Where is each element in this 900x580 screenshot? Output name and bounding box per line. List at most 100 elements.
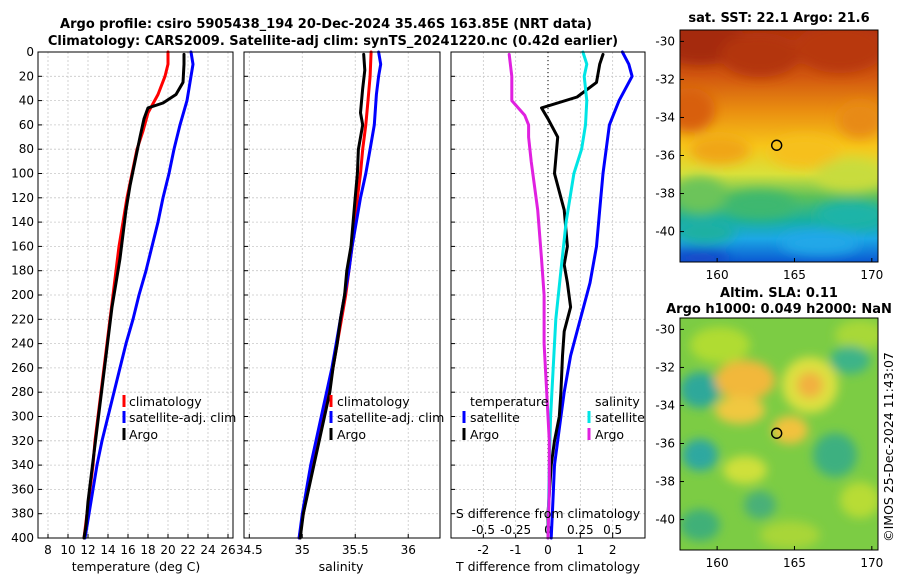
difference-panel: -2 -1 0 1 2-0.5 -0.25 0 0.25 0.5: [450, 50, 646, 557]
depth-tick-label: 100: [11, 167, 34, 181]
lat-tick-label: -30: [655, 322, 675, 336]
plot-frame: [450, 51, 646, 539]
legend-clim: climatology: [337, 394, 410, 409]
lat-tick-label: -40: [655, 225, 675, 239]
sst-map-axes: 160 165 170 -30 -32 -34 -36 -38 -40: [655, 34, 883, 282]
depth-tick-label: 120: [11, 191, 34, 205]
legend-s-argo: Argo: [595, 427, 624, 442]
depth-tick-label: 380: [11, 507, 34, 521]
series-s-argo: [507, 52, 551, 540]
series-argo: [82, 52, 186, 540]
sla-map-title-2: Argo h1000: 0.049 h2000: NaN: [666, 302, 892, 317]
lat-tick-label: -38: [655, 187, 675, 201]
depth-tick-label: 20: [19, 69, 34, 83]
series-satellite-adj-clim: [83, 50, 195, 540]
title-line-2: Climatology: CARS2009. Satellite-adj cli…: [48, 34, 618, 49]
lat-tick-label: -36: [655, 149, 675, 163]
legend-t-sat: satellite: [470, 410, 520, 425]
lat-tick-label: -40: [655, 513, 675, 527]
x-tick-label: 14: [100, 543, 115, 557]
x-tick-label: 10: [60, 543, 75, 557]
x-tick-label: 1: [577, 543, 585, 557]
legend-s-sat: satellite: [595, 410, 645, 425]
lat-tick-label: -32: [655, 72, 675, 86]
salinity-panel: 34.5 35 35.5 36: [236, 50, 441, 557]
argo-location-marker: [770, 427, 783, 439]
depth-tick-label: 240: [11, 337, 34, 351]
plot-frame: [37, 51, 234, 539]
sla-map-frame: [679, 317, 879, 551]
plot-frame: [243, 51, 441, 539]
x-tick-label: -2: [477, 543, 489, 557]
x2-tick-label: 0.5: [603, 523, 622, 537]
difference-legend: temperature satellite Argo salinity sate…: [462, 394, 645, 442]
lon-tick-label: 165: [783, 556, 806, 570]
x-tick-label: 12: [80, 543, 95, 557]
series-t-argo: [540, 52, 605, 540]
x-tick-label: 35.5: [342, 543, 369, 557]
series-argo: [298, 52, 367, 540]
sla-map: [680, 318, 878, 550]
lat-tick-label: -32: [655, 360, 675, 374]
depth-tick-label: 360: [11, 482, 34, 496]
lon-tick-label: 170: [860, 556, 883, 570]
legend-t-argo: Argo: [470, 427, 499, 442]
depth-tick-label: 80: [19, 142, 34, 156]
depth-tick-label: 320: [11, 434, 34, 448]
legend-argo: Argo: [129, 427, 158, 442]
lat-tick-label: -38: [655, 475, 675, 489]
x-tick-label: 22: [180, 543, 195, 557]
depth-tick-label: 200: [11, 288, 34, 302]
sla-features: [680, 320, 878, 549]
depth-tick-label: 40: [19, 94, 34, 108]
x-tick-label: 2: [609, 543, 617, 557]
legend-salinity-heading: salinity: [595, 394, 640, 409]
legend-temperature-heading: temperature: [470, 394, 549, 409]
depth-tick-label: 260: [11, 361, 34, 375]
x-tick-label: 0: [544, 543, 552, 557]
sla-map-title-1: Altim. SLA: 0.11: [720, 286, 838, 301]
lon-tick-label: 165: [783, 268, 806, 282]
depth-tick-label: 60: [19, 118, 34, 132]
x-tick-label: 26: [220, 543, 235, 557]
x-tick-label: -1: [510, 543, 522, 557]
x-tick-label: 18: [140, 543, 155, 557]
difference-x2label: S difference from climatology: [456, 506, 641, 521]
x2-tick-label: -0.25: [500, 523, 531, 537]
salinity-xlabel: salinity: [319, 559, 364, 574]
lat-tick-label: -34: [655, 110, 675, 124]
depth-tick-label: 280: [11, 385, 34, 399]
salinity-legend: climatology satellite-adj. clim Argo: [329, 394, 444, 442]
lon-tick-label: 160: [706, 268, 729, 282]
sst-map: [680, 30, 878, 262]
legend-sat: satellite-adj. clim: [337, 410, 444, 425]
depth-tick-label: 300: [11, 410, 34, 424]
sst-features: [680, 30, 878, 262]
series-s-satellite: [546, 50, 589, 540]
depth-tick-label: 180: [11, 264, 34, 278]
x-tick-label: 16: [120, 543, 135, 557]
difference-xlabel: T difference from climatology: [455, 559, 641, 574]
x2-tick-label: -0.5: [472, 523, 495, 537]
argo-location-marker: [770, 139, 783, 151]
x2-tick-label: 0.25: [567, 523, 594, 537]
depth-tick-label: 340: [11, 458, 34, 472]
lon-tick-label: 160: [706, 556, 729, 570]
temperature-panel: 8 10 12 14 16 18 20 22 24 26020406080100120140160…: [11, 45, 236, 557]
imos-timestamp: ©IMOS 25-Dec-2024 11:43:07: [881, 352, 896, 542]
legend-argo: Argo: [337, 427, 366, 442]
sst-map-title: sat. SST: 22.1 Argo: 21.6: [688, 11, 869, 26]
lon-tick-label: 170: [860, 268, 883, 282]
x-tick-label: 8: [44, 543, 52, 557]
depth-tick-label: 160: [11, 239, 34, 253]
x-tick-label: 20: [160, 543, 175, 557]
lat-tick-label: -30: [655, 34, 675, 48]
legend-sat: satellite-adj. clim: [129, 410, 236, 425]
title-line-1: Argo profile: csiro 5905438_194 20-Dec-2…: [60, 17, 592, 32]
depth-tick-label: 0: [26, 45, 34, 59]
sst-map-frame: [679, 29, 879, 263]
sla-map-axes: 160 165 170 -30 -32 -34 -36 -38 -40: [655, 322, 883, 570]
x-tick-label: 24: [200, 543, 215, 557]
x-tick-label: 36: [401, 543, 416, 557]
